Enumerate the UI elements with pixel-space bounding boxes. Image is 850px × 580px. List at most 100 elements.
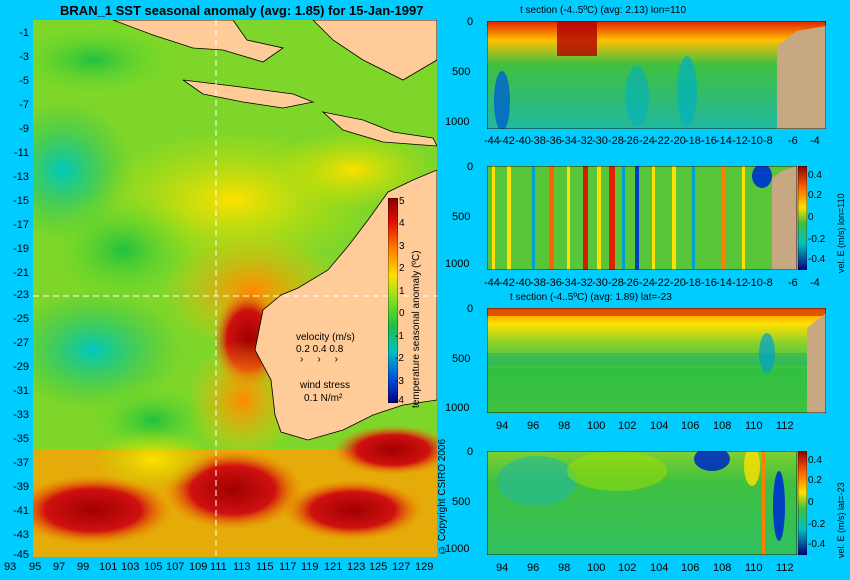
colorbar-tick: 2 [399, 263, 405, 274]
panel4-colorbar [798, 451, 807, 555]
velocity-legend-scale: 0.2 0.4 0.8 [296, 344, 344, 355]
panel1-title: t section (-4..5ºC) (avg: 2.13) lon=110 [520, 5, 687, 16]
x-tick: -12 [732, 277, 748, 289]
panel4-x-axis: 94 96 98 100 102 104 106 108 110 112 [484, 562, 829, 576]
panel4-section [487, 451, 797, 555]
x-tick: 94 [496, 420, 509, 432]
lat-tick: -33 [13, 409, 29, 421]
lon-tick: 119 [301, 561, 319, 573]
x-tick: -32 [577, 277, 593, 289]
colorbar-tick: -4 [395, 395, 404, 406]
lat-tick: -9 [19, 123, 29, 135]
colorbar-tick: 0 [399, 308, 405, 319]
wind-legend-scale: 0.1 N/m² [304, 393, 343, 404]
x-tick: 108 [713, 562, 732, 574]
colorbar-tick: -2 [395, 353, 404, 364]
sst-colorbar-ticks: 5 4 3 2 1 0 -1 -2 -3 -4 [395, 196, 413, 406]
panel1-section [487, 21, 826, 129]
x-tick: -18 [685, 277, 701, 289]
lat-tick: -23 [13, 289, 29, 301]
lat-tick: -35 [13, 433, 29, 445]
x-tick: -6 [788, 277, 798, 289]
x-tick: -34 [561, 277, 577, 289]
lat-tick: -11 [13, 147, 29, 159]
lon-tick: 117 [279, 561, 297, 573]
x-tick: 108 [713, 420, 732, 432]
lon-tick: 93 [4, 561, 17, 573]
x-tick: -36 [546, 135, 562, 147]
panel2-cb-tick: -0.4 [808, 254, 826, 265]
x-tick: -14 [716, 277, 732, 289]
panel3-title: t section (-4..5ºC) (avg: 1.89) lat=-23 [510, 292, 672, 303]
panel2-y-tick: 1000 [445, 258, 470, 270]
lat-tick: -29 [13, 361, 29, 373]
lat-tick: -19 [13, 243, 29, 255]
panel4-colorbar-label: vel. E (m/s) lat=-23 [836, 482, 846, 558]
panel2-cb-tick: 0.2 [808, 190, 822, 201]
x-tick: -8 [763, 277, 773, 289]
x-tick: -38 [530, 277, 546, 289]
sst-map [33, 20, 437, 557]
x-tick: -18 [685, 135, 701, 147]
panel4-cb-tick: 0.4 [808, 455, 822, 466]
panel2-colorbar-label: vel. E (m/s) lon=110 [836, 193, 846, 273]
lat-tick: -15 [13, 195, 29, 207]
panel4-cb-tick: 0 [808, 497, 814, 508]
lon-tick: 101 [99, 561, 118, 573]
lat-tick: -21 [13, 267, 29, 279]
x-tick: -30 [592, 135, 608, 147]
lon-axis: 93 95 97 99 101 103 105 107 109 111 113 … [0, 561, 440, 577]
x-tick: -42 [499, 277, 515, 289]
lon-tick: 127 [392, 561, 411, 573]
x-tick: -6 [788, 135, 798, 147]
lon-tick: 107 [166, 561, 185, 573]
x-tick: 102 [618, 562, 637, 574]
lat-tick: -5 [19, 75, 29, 87]
lat-tick: -31 [13, 385, 29, 397]
lat-tick: -43 [13, 529, 29, 541]
colorbar-label: temperature seasonal anomaly (ºC) [411, 250, 422, 408]
lat-tick: -1 [19, 27, 29, 39]
x-tick: 112 [776, 562, 794, 574]
panel4-cb-tick: -0.4 [808, 539, 826, 550]
map-title: BRAN_1 SST seasonal anomaly (avg: 1.85) … [60, 3, 424, 18]
panel4-cb-tick: -0.2 [808, 519, 826, 530]
x-tick: -12 [732, 135, 748, 147]
x-tick: -10 [747, 135, 763, 147]
lat-tick: -13 [13, 171, 29, 183]
x-tick: -8 [763, 135, 773, 147]
x-tick: -28 [608, 277, 624, 289]
x-tick: -42 [499, 135, 515, 147]
x-tick: -26 [623, 135, 639, 147]
x-tick: -32 [577, 135, 593, 147]
x-tick: 106 [681, 562, 700, 574]
x-tick: -28 [608, 135, 624, 147]
x-tick: 100 [587, 562, 606, 574]
lon-tick: 105 [144, 561, 163, 573]
lon-tick: 99 [77, 561, 90, 573]
x-tick: -30 [592, 277, 608, 289]
panel4-y-tick: 0 [467, 446, 474, 458]
copyright: © Copyright CSIRO 2006 [437, 438, 448, 555]
colorbar-tick: 5 [399, 196, 405, 207]
panel4-y-tick: 500 [452, 496, 471, 508]
wind-legend-label: wind stress [300, 380, 351, 391]
panel2-y-tick: 500 [452, 211, 471, 223]
x-tick: -34 [561, 135, 577, 147]
panel4-y-tick: 1000 [445, 543, 470, 555]
panel3-y-tick: 1000 [445, 402, 470, 414]
lon-tick: 109 [189, 561, 208, 573]
x-tick: -44 [484, 277, 500, 289]
x-tick: -44 [484, 135, 500, 147]
land-lesser-sunda [321, 111, 437, 147]
x-tick: -24 [639, 135, 655, 147]
x-tick: 102 [618, 420, 637, 432]
x-tick: 104 [650, 420, 669, 432]
lon-tick: 129 [415, 561, 434, 573]
x-tick: -20 [670, 277, 686, 289]
lon-tick: 111 [210, 561, 227, 573]
land-java [182, 79, 315, 109]
lat-tick: -41 [13, 505, 29, 517]
panel2-cb-tick: 0 [808, 212, 814, 223]
lon-tick: 121 [324, 561, 343, 573]
